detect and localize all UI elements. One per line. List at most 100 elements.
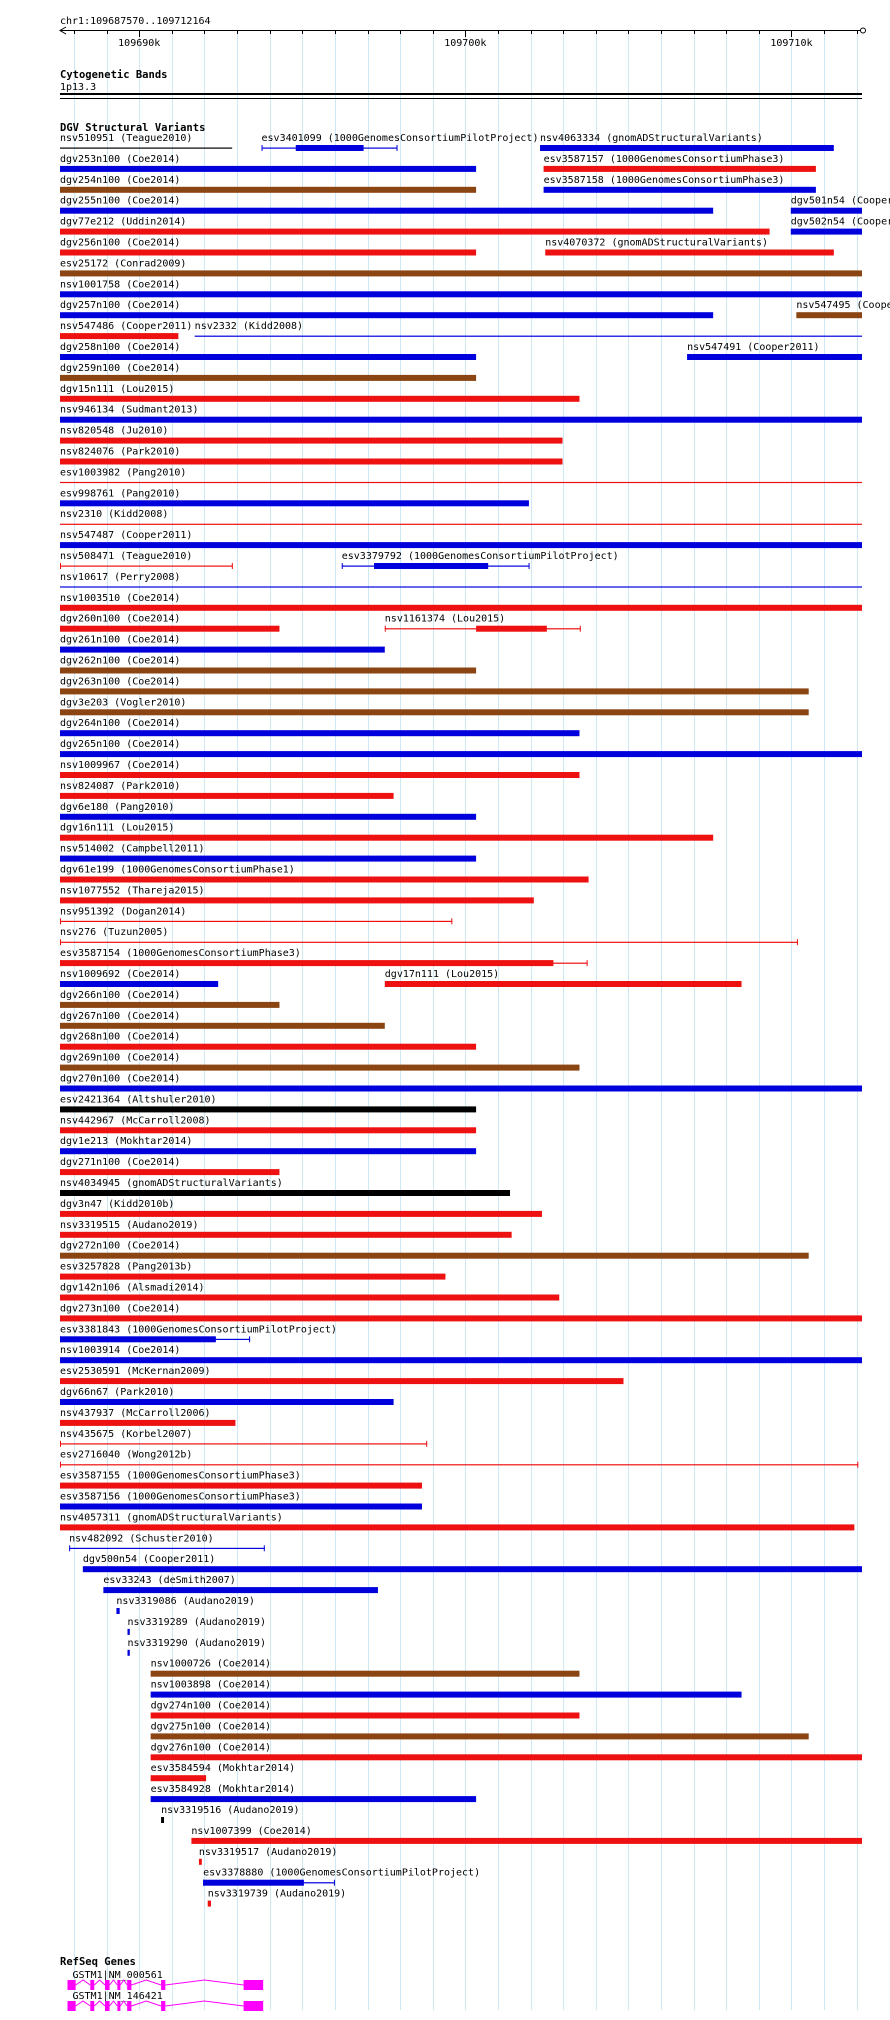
- variant-feature[interactable]: nsv1009692 (Coe2014): [60, 969, 219, 987]
- variant-bar[interactable]: [60, 667, 477, 674]
- variant-bar[interactable]: [60, 981, 219, 987]
- variant-line[interactable]: [69, 1547, 265, 1549]
- gene-feature[interactable]: GSTM1|NM_000561: [67, 1970, 264, 1990]
- variant-feature[interactable]: esv2716040 (Wong2012b): [60, 1450, 859, 1468]
- variant-bar[interactable]: [543, 165, 816, 172]
- variant-bar[interactable]: [103, 1587, 378, 1594]
- variant-bar[interactable]: [60, 625, 280, 632]
- variant-bar[interactable]: [60, 1524, 855, 1531]
- variant-feature[interactable]: nsv3319517 (Audano2019): [198, 1847, 337, 1865]
- variant-feature[interactable]: dgv502n54 (Cooper2011): [790, 217, 890, 235]
- variant-feature[interactable]: dgv272n100 (Coe2014): [60, 1241, 809, 1259]
- variant-feature[interactable]: dgv257n100 (Coe2014): [60, 300, 714, 319]
- variant-bar[interactable]: [60, 772, 580, 778]
- variant-bar[interactable]: [116, 1608, 120, 1614]
- variant-bar[interactable]: [60, 751, 862, 758]
- variant-feature[interactable]: nsv276 (Tuzun2005): [60, 927, 798, 946]
- variant-feature[interactable]: dgv270n100 (Coe2014): [60, 1074, 862, 1092]
- variant-feature[interactable]: nsv1009967 (Coe2014): [60, 760, 580, 778]
- variant-line[interactable]: [60, 1464, 859, 1466]
- gene-exon[interactable]: [105, 1980, 110, 1990]
- variant-bar[interactable]: [60, 1294, 560, 1301]
- variant-feature[interactable]: nsv547487 (Cooper2011): [60, 530, 862, 549]
- variant-feature[interactable]: esv3587156 (1000GenomesConsortiumPhase3): [60, 1492, 422, 1510]
- variant-bar[interactable]: [790, 207, 862, 214]
- variant-feature[interactable]: dgv500n54 (Cooper2011): [82, 1554, 862, 1573]
- gene-exon[interactable]: [67, 2001, 76, 2011]
- variant-bar[interactable]: [60, 1064, 580, 1071]
- gene-exon[interactable]: [117, 1980, 121, 1990]
- variant-feature[interactable]: nsv2310 (Kidd2008): [60, 509, 862, 525]
- variant-feature[interactable]: dgv17n111 (Lou2015): [384, 969, 742, 987]
- variant-bar[interactable]: [60, 1419, 236, 1426]
- variant-feature[interactable]: dgv66n67 (Park2010): [60, 1387, 394, 1405]
- variant-bar[interactable]: [60, 1231, 512, 1238]
- variant-feature[interactable]: dgv77e212 (Uddin2014): [60, 217, 770, 235]
- variant-bar[interactable]: [543, 186, 816, 193]
- variant-bar[interactable]: [150, 1670, 580, 1677]
- variant-feature[interactable]: nsv1000726 (Coe2014): [150, 1659, 580, 1677]
- variant-line[interactable]: [60, 586, 862, 588]
- variant-bar[interactable]: [545, 249, 834, 256]
- variant-feature[interactable]: nsv3319739 (Audano2019): [207, 1889, 346, 1907]
- variant-line[interactable]: [60, 523, 862, 525]
- variant-bar[interactable]: [191, 1837, 862, 1844]
- variant-bar[interactable]: [60, 333, 179, 340]
- variant-feature[interactable]: esv3379792 (1000GenomesConsortiumPilotPr…: [341, 551, 619, 569]
- variant-feature[interactable]: dgv261n100 (Coe2014): [60, 635, 385, 653]
- variant-feature[interactable]: nsv4063334 (gnomADStructuralVariants): [540, 133, 834, 151]
- variant-feature[interactable]: nsv1077552 (Thareja2015): [60, 885, 534, 904]
- variant-bar[interactable]: [60, 792, 394, 799]
- variant-feature[interactable]: esv25172 (Conrad2009): [60, 258, 862, 277]
- variant-line[interactable]: [60, 1443, 428, 1445]
- variant-bar[interactable]: [60, 1315, 862, 1322]
- gene-exon[interactable]: [127, 1980, 132, 1990]
- variant-bar[interactable]: [60, 1378, 624, 1385]
- gene-exon[interactable]: [243, 2001, 264, 2011]
- variant-feature[interactable]: nsv1003914 (Coe2014): [60, 1345, 862, 1364]
- variant-bar[interactable]: [60, 897, 534, 904]
- variant-feature[interactable]: dgv273n100 (Coe2014): [60, 1303, 862, 1322]
- ruler[interactable]: chr1:109687570..109712164 109690k 109700k…: [59, 16, 866, 49]
- variant-core[interactable]: [476, 625, 547, 632]
- variant-feature[interactable]: nsv4057311 (gnomADStructuralVariants): [60, 1512, 855, 1531]
- variant-feature[interactable]: nsv547486 (Cooper2011): [60, 321, 192, 340]
- variant-feature[interactable]: nsv3319289 (Audano2019): [127, 1617, 266, 1635]
- variant-feature[interactable]: dgv258n100 (Coe2014): [60, 342, 477, 360]
- variant-feature[interactable]: esv3587155 (1000GenomesConsortiumPhase3): [60, 1471, 422, 1489]
- variant-feature[interactable]: nsv3319515 (Audano2019): [60, 1220, 512, 1238]
- variant-bar[interactable]: [198, 1858, 202, 1865]
- variant-bar[interactable]: [60, 1169, 280, 1176]
- variant-line[interactable]: [60, 920, 453, 922]
- variant-bar[interactable]: [60, 228, 770, 235]
- variant-bar[interactable]: [60, 312, 714, 319]
- variant-feature[interactable]: dgv61e199 (1000GenomesConsortiumPhase1): [60, 865, 589, 883]
- variant-line[interactable]: [60, 941, 798, 943]
- variant-feature[interactable]: esv3584928 (Mokhtar2014): [150, 1784, 477, 1803]
- variant-feature[interactable]: dgv275n100 (Coe2014): [150, 1721, 809, 1740]
- variant-feature[interactable]: nsv946134 (Sudmant2013): [60, 405, 862, 423]
- variant-bar[interactable]: [60, 500, 529, 507]
- variant-feature[interactable]: esv3401099 (1000GenomesConsortiumPilotPr…: [261, 133, 539, 151]
- variant-bar[interactable]: [60, 1503, 422, 1510]
- variant-bar[interactable]: [60, 165, 477, 172]
- variant-bar[interactable]: [60, 1252, 809, 1259]
- variant-feature[interactable]: nsv3319086 (Audano2019): [116, 1596, 255, 1614]
- variant-feature[interactable]: nsv820548 (Ju2010): [60, 426, 563, 444]
- variant-feature[interactable]: nsv482092 (Schuster2010): [69, 1533, 265, 1552]
- variant-feature[interactable]: dgv3e203 (Vogler2010): [60, 697, 809, 716]
- variant-feature[interactable]: nsv3319290 (Audano2019): [127, 1638, 266, 1656]
- variant-feature[interactable]: nsv4034945 (gnomADStructuralVariants): [60, 1178, 511, 1196]
- variant-bar[interactable]: [60, 270, 862, 277]
- variant-feature[interactable]: nsv1161374 (Lou2015): [384, 614, 581, 632]
- variant-feature[interactable]: nsv437937 (McCarroll2006): [60, 1408, 236, 1426]
- variant-feature[interactable]: dgv3n47 (Kidd2010b): [60, 1199, 542, 1217]
- variant-bar[interactable]: [60, 437, 563, 444]
- variant-core[interactable]: [60, 960, 554, 967]
- variant-feature[interactable]: nsv547495 (Cooper2011): [796, 300, 890, 319]
- variant-bar[interactable]: [60, 876, 589, 883]
- variant-bar[interactable]: [60, 1106, 477, 1113]
- variant-bar[interactable]: [161, 1817, 165, 1823]
- gene-exon[interactable]: [161, 1980, 166, 1990]
- ruler-right-end[interactable]: [860, 27, 866, 34]
